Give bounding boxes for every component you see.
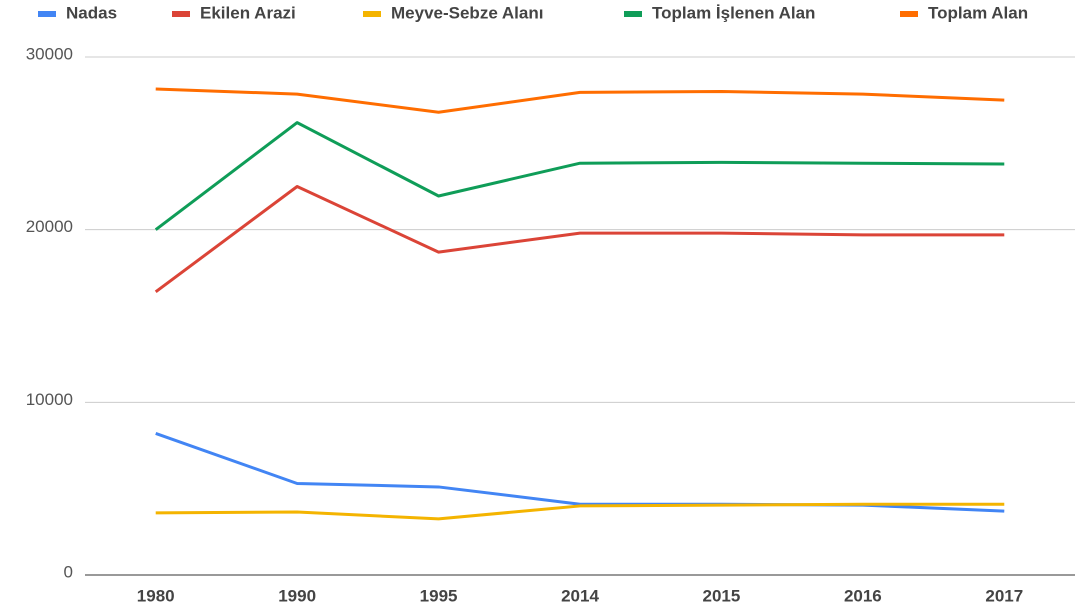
series-line [155,431,1005,513]
legend-swatch [363,11,381,17]
legend-label: Meyve-Sebze Alanı [391,3,543,22]
x-tick-label: 1995 [420,586,458,605]
x-tick-label: 1980 [137,586,175,605]
y-tick-label: 20000 [26,217,73,236]
legend-swatch [624,11,642,17]
series-line [154,121,1005,231]
legend-label: Ekilen Arazi [200,3,296,22]
x-tick-label: 2015 [703,586,741,605]
x-tick-label: 2016 [844,586,882,605]
x-tick-label: 1990 [278,586,316,605]
legend-label: Toplam Alan [928,3,1028,22]
series-line [154,185,1005,294]
series-line [155,502,1005,521]
legend-swatch [900,11,918,17]
legend-label: Toplam İşlenen Alan [652,3,815,22]
y-tick-label: 10000 [26,390,73,409]
y-tick-label: 30000 [26,44,73,63]
legend-swatch [172,11,190,17]
series-line [155,87,1005,114]
x-tick-label: 2014 [561,586,599,605]
legend-label: Nadas [66,3,117,22]
y-tick-label: 0 [64,562,73,581]
x-tick-label: 2017 [985,586,1023,605]
legend-swatch [38,11,56,17]
